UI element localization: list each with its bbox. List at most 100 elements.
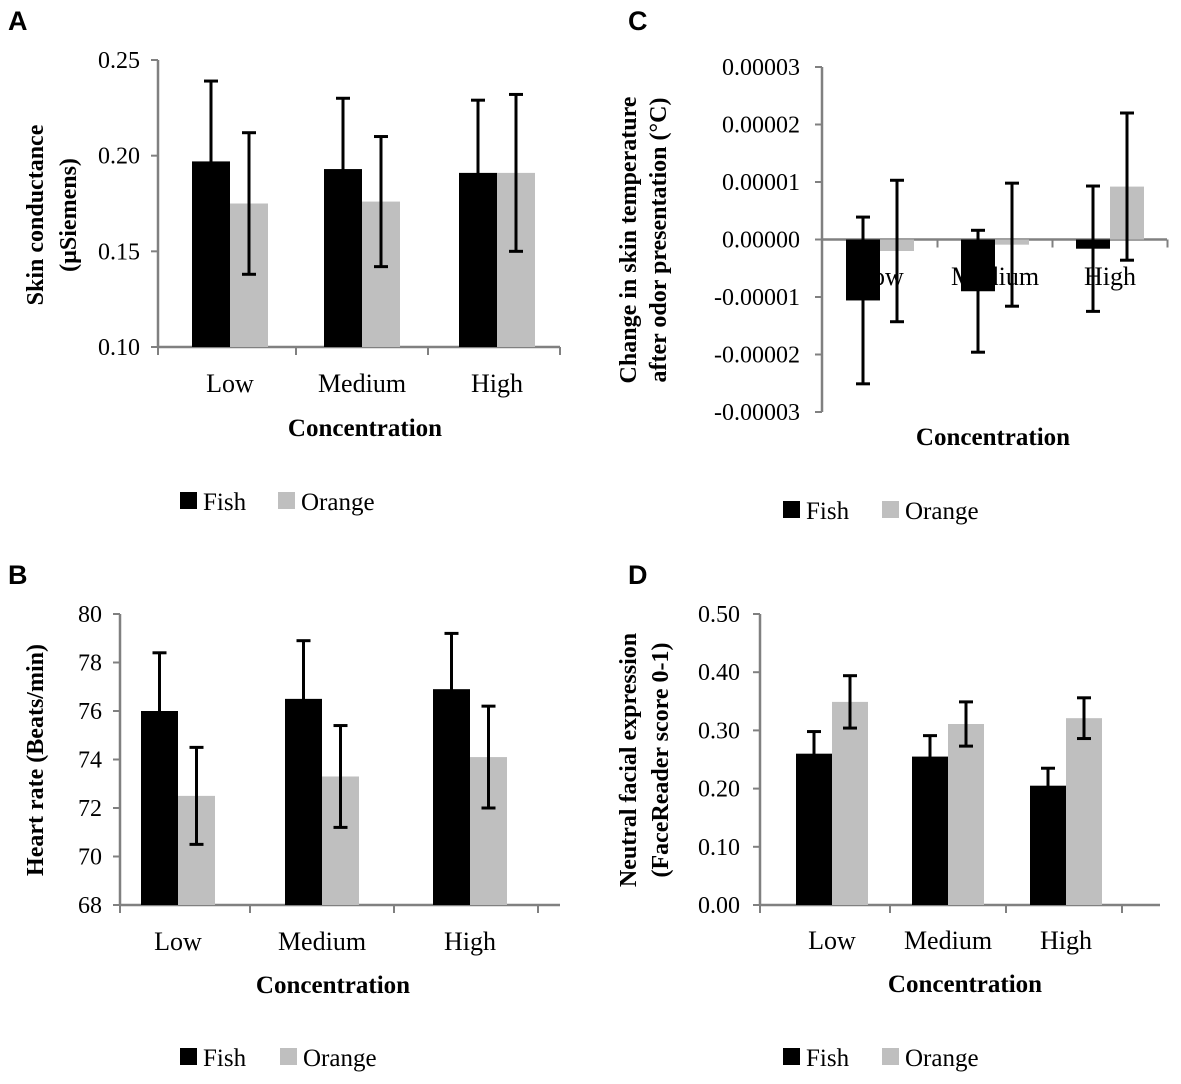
y-tick-label: 0.15	[98, 239, 140, 265]
error-bar-fish-high	[1041, 766, 1055, 805]
bar-fish-low	[796, 753, 832, 905]
error-bar-fish-low	[856, 215, 870, 386]
panel-letter: B	[8, 560, 28, 590]
y-tick-label: 0.20	[698, 777, 740, 803]
x-category-label: Medium	[278, 927, 366, 956]
y-tick-label: 0.10	[698, 835, 740, 861]
bar-fish-medium	[912, 756, 948, 905]
y-axis-title: Skin conductance	[23, 124, 49, 305]
y-tick-label: 0.20	[98, 144, 140, 170]
y-axis-title: (FaceReader score 0-1)	[648, 642, 674, 877]
panel-c: C -0.00003 -0.00002 -0.00001 0.00000 0.00001 0…	[616, 6, 1169, 525]
error-bar-fish-medium	[336, 96, 350, 242]
y-tick-label: 0.30	[698, 718, 740, 744]
y-tick-label: 72	[78, 796, 102, 822]
panel-letter: C	[628, 6, 648, 36]
panel-d: D 0.00 0.10 0.20 0.30 0.40 0.50 Low Medium High Co…	[616, 560, 1160, 1072]
error-bar-fish-medium	[923, 734, 937, 780]
legend-label-orange: Orange	[301, 489, 375, 516]
panel-b: B 68 70 72 74 76 78 80 Low Medium High Concentratio…	[8, 560, 560, 1072]
x-category-label: High	[1040, 926, 1092, 955]
legend-swatch-orange	[280, 1048, 297, 1065]
panel-a: A 0.10 0.15 0.20 0.25 Low Medium High Concentrat…	[8, 6, 561, 516]
error-bar-fish-high	[444, 631, 459, 747]
y-tick-label: 0.25	[98, 48, 140, 74]
y-tick-label: -0.00003	[714, 400, 800, 426]
error-bar-orange-medium	[959, 700, 973, 748]
y-tick-label: 76	[78, 699, 102, 725]
x-category-label: Low	[154, 927, 202, 956]
error-bar-orange-medium	[374, 135, 388, 269]
x-axis-title: Concentration	[888, 971, 1042, 998]
bar-orange-medium	[948, 723, 984, 905]
y-tick-label: -0.00001	[714, 285, 800, 311]
y-tick-label: 0.40	[698, 660, 740, 686]
legend-swatch-fish	[180, 1048, 197, 1065]
error-bar-fish-high	[1086, 184, 1100, 313]
legend-label-fish: Fish	[806, 1045, 850, 1072]
y-axis-title: after odor presentation (°C)	[646, 98, 672, 383]
x-category-label: Medium	[904, 926, 992, 955]
y-tick-label: 80	[78, 602, 102, 628]
x-category-label: Low	[808, 926, 856, 955]
y-tick-label: 0.00	[698, 893, 740, 919]
error-bar-fish-low	[204, 79, 218, 244]
x-category-label: High	[444, 927, 496, 956]
panel-letter: A	[8, 6, 28, 36]
y-tick-label: 0.00002	[722, 113, 800, 139]
y-tick-label: -0.00002	[714, 343, 800, 369]
y-tick-label: 68	[78, 893, 102, 919]
y-tick-label: 0.00000	[722, 228, 800, 254]
legend-swatch-orange	[882, 1048, 899, 1065]
error-bar-orange-medium	[333, 724, 348, 829]
y-tick-label: 78	[78, 651, 102, 677]
error-bar-orange-low	[890, 178, 904, 324]
x-category-label: Low	[206, 369, 254, 398]
error-bar-orange-high	[481, 704, 496, 810]
error-bar-fish-medium	[296, 639, 311, 759]
legend-swatch-fish	[783, 1048, 800, 1065]
bar-fish-high	[1030, 785, 1066, 905]
legend-label-fish: Fish	[806, 498, 850, 525]
error-bar-orange-low	[189, 745, 204, 846]
y-axis-title: Heart rate (Beats/min)	[23, 644, 49, 876]
legend-swatch-fish	[783, 501, 800, 518]
y-axis-title: Neutral facial expression	[616, 633, 642, 887]
legend-label-orange: Orange	[905, 1045, 979, 1072]
y-tick-label: 0.00001	[722, 170, 800, 196]
y-tick-label: 0.50	[698, 602, 740, 628]
error-bar-orange-low	[843, 674, 857, 730]
y-axis-title: (µSiemens)	[56, 158, 82, 272]
y-tick-label: 74	[78, 748, 102, 774]
x-axis-title: Concentration	[916, 424, 1070, 451]
error-bar-orange-high	[509, 92, 523, 253]
error-bar-fish-low	[152, 651, 167, 771]
error-bar-fish-low	[807, 730, 821, 778]
error-bar-orange-medium	[1005, 181, 1019, 308]
x-axis-title: Concentration	[288, 415, 442, 442]
x-category-label: High	[471, 369, 523, 398]
legend-swatch-orange	[882, 501, 899, 518]
y-tick-label: 0.00003	[722, 55, 800, 81]
legend-label-fish: Fish	[203, 1045, 247, 1072]
y-tick-label: 0.10	[98, 335, 140, 361]
error-bar-fish-medium	[971, 228, 985, 354]
legend-label-orange: Orange	[905, 498, 979, 525]
error-bar-orange-high	[1077, 696, 1091, 741]
legend-label-fish: Fish	[203, 489, 247, 516]
error-bar-orange-high	[1120, 111, 1134, 262]
legend-swatch-fish	[180, 492, 197, 509]
x-axis-title: Concentration	[256, 972, 410, 999]
panel-letter: D	[628, 560, 648, 590]
legend-label-orange: Orange	[303, 1045, 377, 1072]
y-tick-label: 70	[78, 845, 102, 871]
x-category-label: Medium	[318, 369, 406, 398]
legend-swatch-orange	[278, 492, 295, 509]
error-bar-orange-low	[242, 131, 256, 276]
bar-orange-high	[1066, 718, 1102, 905]
bar-orange-low	[832, 701, 868, 905]
x-category-label: Medium	[951, 262, 1039, 291]
error-bar-fish-high	[471, 98, 485, 248]
y-axis-title: Change in skin temperature	[616, 96, 642, 383]
